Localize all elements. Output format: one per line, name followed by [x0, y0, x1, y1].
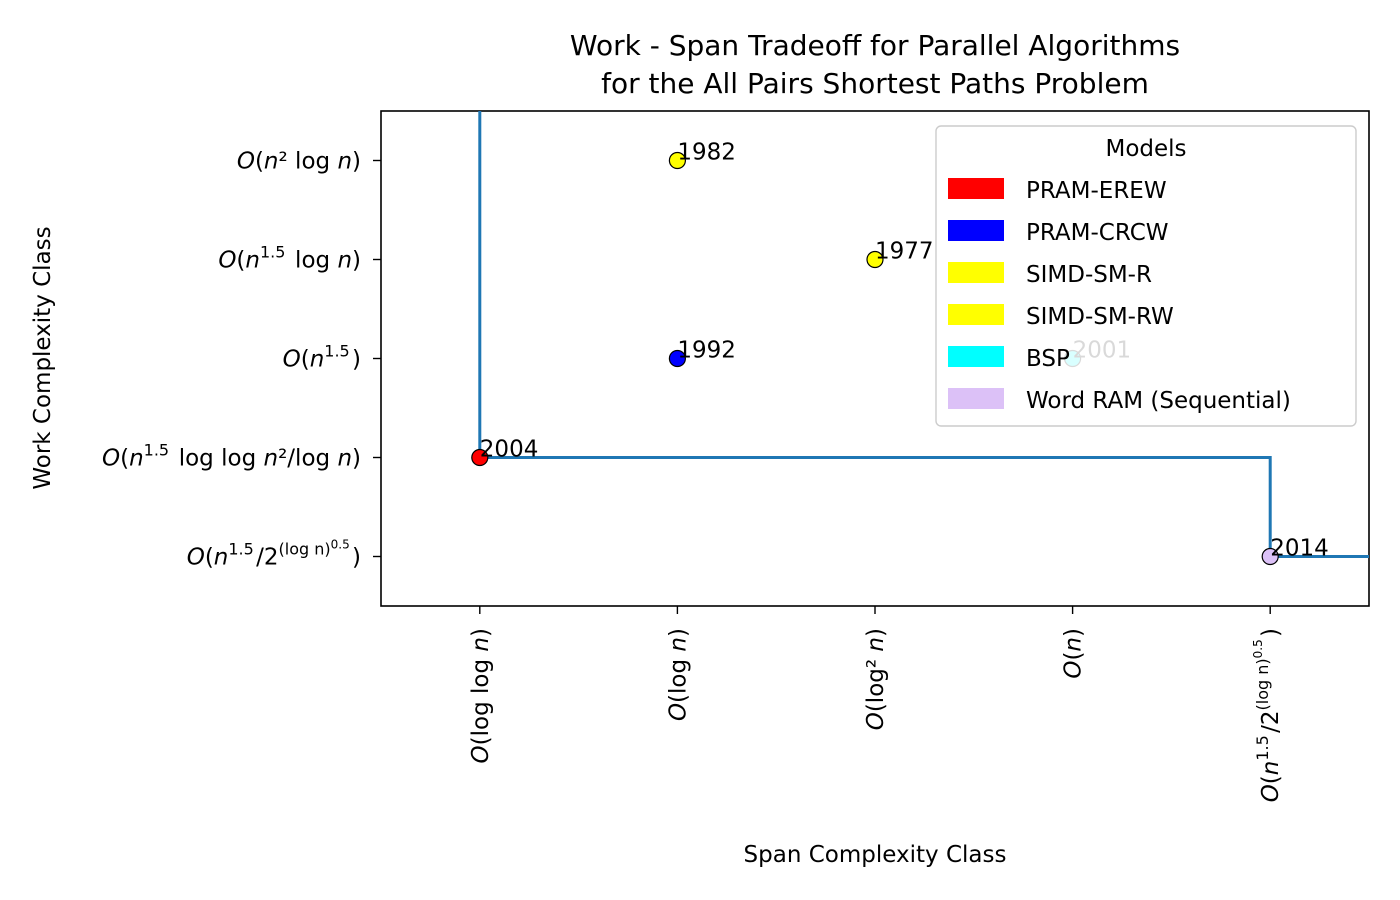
legend-entry-label: BSP: [1026, 346, 1070, 372]
y-tick-label: O(n1.5 ): [283, 342, 361, 373]
legend-swatch: [948, 304, 1004, 325]
point-2014: [1261, 547, 1279, 566]
legend: Models PRAM-EREW PRAM-CRCW SIMD-SM-R SIMD-SM…: [935, 125, 1357, 427]
x-tick-label: O(n1.5 /2(log n)0.5 ): [1251, 628, 1284, 802]
point-1992: [668, 349, 687, 368]
point-label-1992: 1992: [677, 338, 736, 364]
legend-entry-label: SIMD-SM-R: [1026, 262, 1152, 288]
legend-swatch: [948, 262, 1004, 283]
point-label-1982: 1982: [677, 140, 736, 166]
chart-subtitle: for the All Pairs Shortest Paths Problem: [601, 67, 1149, 100]
x-tick-label: O(log² n): [863, 628, 889, 730]
legend-entry-label: Word RAM (Sequential): [1026, 388, 1291, 414]
point-label-2014: 2014: [1270, 536, 1329, 562]
point-1977: [866, 250, 884, 269]
y-axis-label: Work Complexity Class: [30, 226, 56, 489]
point-label-2004: 2004: [480, 437, 539, 463]
x-tick-label: O(log log n): [468, 628, 494, 763]
x-axis-label: Span Complexity Class: [744, 842, 1007, 868]
legend-swatch: [948, 178, 1004, 199]
legend-swatch: [948, 220, 1004, 241]
y-tick-label: O(n1.5 log log n²/log n): [102, 441, 361, 472]
legend-entry-label: SIMD-SM-RW: [1026, 304, 1174, 330]
point-1982: [668, 151, 687, 170]
frontier-line: [478, 111, 1369, 558]
y-tick-label: O(n1.5 log n): [218, 243, 361, 274]
legend-swatch: [948, 346, 1004, 367]
point-2004: [471, 448, 489, 467]
legend-title: Models: [1105, 136, 1186, 162]
x-tick-label: O(log n): [665, 628, 691, 721]
x-tick-label: O(n): [1061, 628, 1087, 679]
y-tick-label: O(n² log n): [237, 149, 361, 175]
legend-entry-label: PRAM-CRCW: [1026, 220, 1169, 246]
y-tick-label: O(n1.5 /2(log n)0.5 ): [187, 538, 361, 571]
legend-swatch: [948, 388, 1004, 409]
chart-title: Work - Span Tradeoff for Parallel Algori…: [570, 29, 1180, 62]
legend-box: [935, 125, 1357, 427]
legend-entry-label: PRAM-EREW: [1026, 178, 1167, 204]
point-label-1977: 1977: [875, 239, 934, 265]
